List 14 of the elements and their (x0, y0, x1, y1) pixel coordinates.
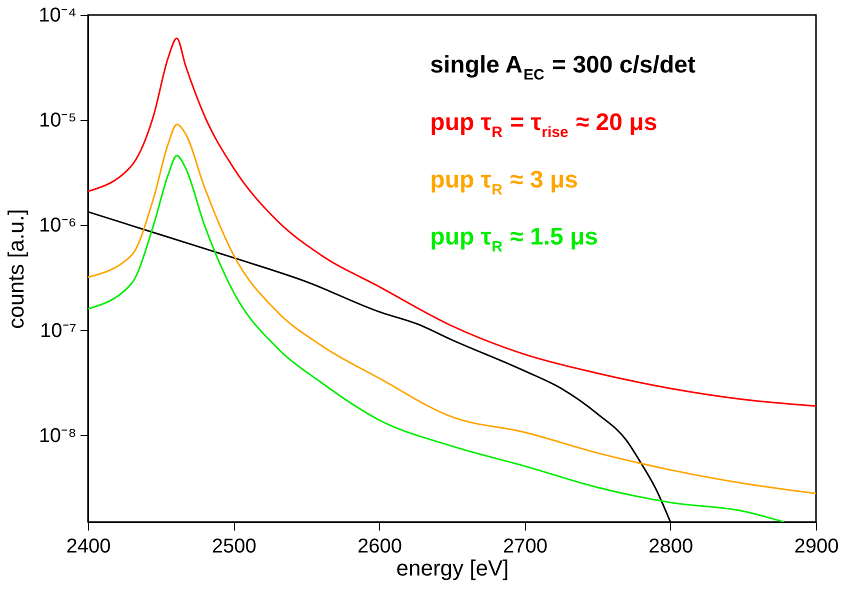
y-tick-label: 10⁻⁷ (40, 320, 76, 342)
x-tick-label: 2600 (357, 536, 402, 558)
x-tick-label: 2500 (212, 536, 256, 558)
y-tick-label: 10⁻⁴ (38, 4, 76, 26)
y-tick-label: 10⁻⁸ (38, 424, 76, 447)
x-tick-label: 2700 (503, 536, 548, 558)
y-tick-label: 10⁻⁶ (39, 214, 76, 237)
x-axis-title: energy [eV] (396, 556, 509, 580)
x-tick-label: 2900 (794, 536, 839, 558)
x-tick-label: 2800 (648, 536, 694, 558)
y-axis-title: counts [a.u.] (4, 209, 29, 329)
line-series (88, 38, 816, 407)
y-tick-label: 10⁻⁵ (38, 110, 76, 132)
x-tick-label: 2400 (66, 536, 111, 558)
